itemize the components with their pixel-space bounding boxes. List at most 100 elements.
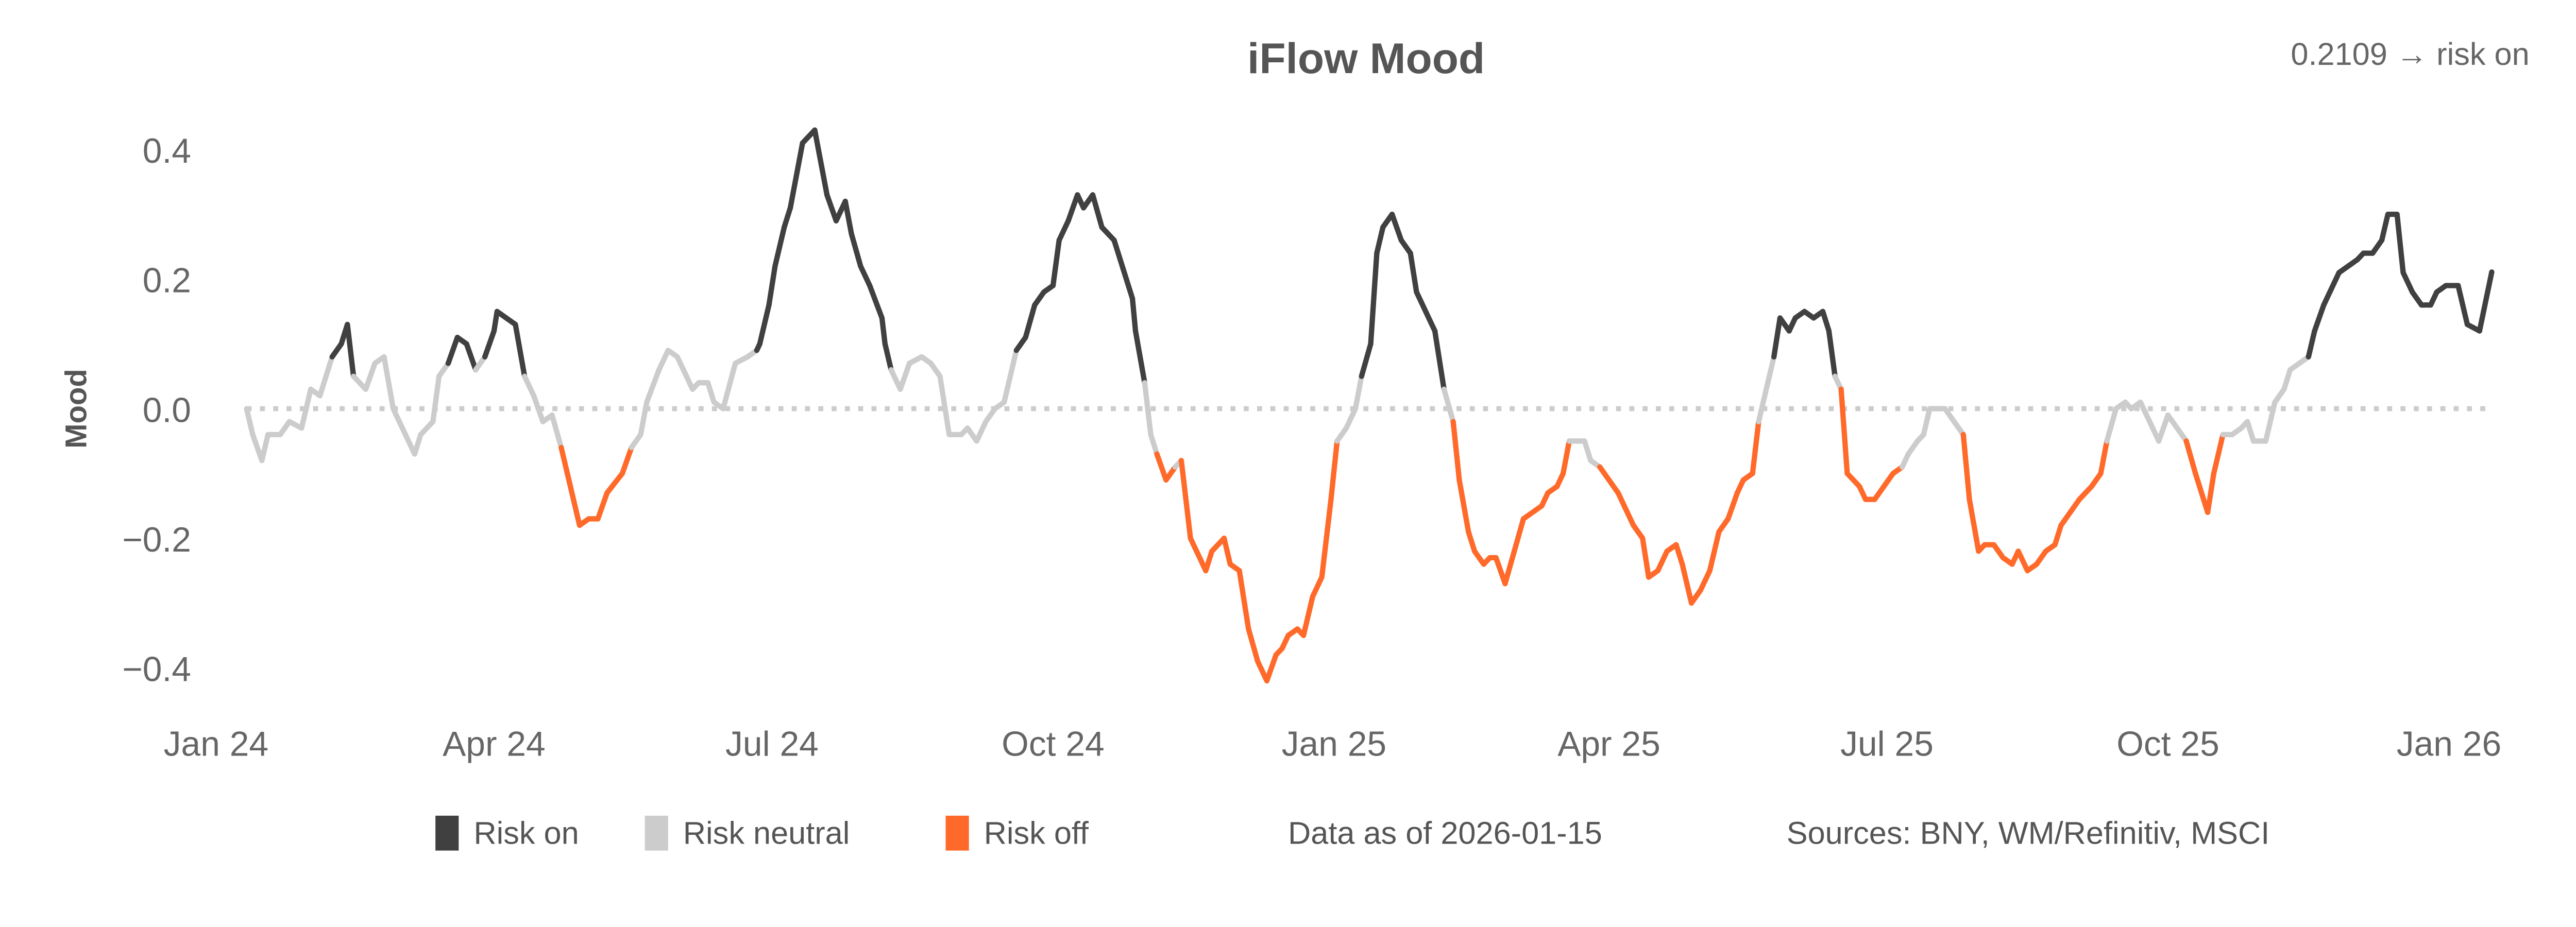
risk-on-segment <box>1423 308 1438 334</box>
risk-on-segment <box>2306 328 2317 360</box>
legend: Risk on Risk neutral Risk off Data as of… <box>435 816 2269 851</box>
risk-on-segment <box>1065 192 1080 224</box>
risk-on-segment <box>1408 250 1419 295</box>
x-tick-label: Oct 24 <box>1002 725 1105 764</box>
risk-neutral-segment <box>937 373 952 438</box>
risk-neutral-segment <box>644 367 662 405</box>
risk-off-segment <box>1673 542 1685 567</box>
risk-on-segment <box>787 173 800 211</box>
risk-on-segment <box>812 127 830 198</box>
risk-off-segment <box>1221 535 1233 567</box>
risk-on-segment <box>1090 192 1105 230</box>
risk-neutral-segment <box>1921 406 1933 438</box>
risk-neutral-segment <box>1765 354 1777 386</box>
legend-swatch-risk-off <box>945 815 969 851</box>
x-tick-label: Jan 24 <box>164 725 268 764</box>
risk-off-segment <box>604 471 625 496</box>
risk-off-segment <box>1236 568 1251 632</box>
risk-on-segment <box>849 231 863 269</box>
risk-on-segment <box>1056 218 1071 243</box>
risk-neutral-segment <box>2244 419 2257 444</box>
risk-neutral-segment <box>705 380 717 405</box>
risk-neutral-segment <box>412 432 423 457</box>
risk-neutral-segment <box>681 367 696 392</box>
risk-off-segment <box>1838 386 1850 476</box>
risk-neutral-segment <box>363 360 378 392</box>
risk-off-segment <box>1319 496 1334 580</box>
risk-on-segment <box>1432 328 1447 392</box>
risk-neutral-segment <box>531 393 546 424</box>
risk-on-segment <box>2379 211 2391 243</box>
risk-neutral-segment <box>522 373 537 399</box>
risk-off-segment <box>1328 438 1340 502</box>
risk-off-segment <box>1310 574 1325 599</box>
risk-neutral-segment <box>259 432 271 464</box>
risk-neutral-segment <box>1343 406 1359 431</box>
risk-off-segment <box>1680 561 1694 606</box>
risk-off-segment <box>1264 652 1279 684</box>
risk-on-segment <box>824 192 839 224</box>
risk-on-segment <box>2400 270 2415 295</box>
x-tick-label: Apr 25 <box>1557 725 1660 764</box>
risk-neutral-segment <box>720 360 738 411</box>
legend-swatch-risk-neutral <box>645 815 668 851</box>
y-tick-label: 0.2 <box>143 262 191 300</box>
risk-on-segment <box>1826 328 1838 379</box>
risk-on-segment <box>879 315 888 347</box>
risk-off-segment <box>558 444 573 489</box>
risk-off-segment <box>1844 471 1862 489</box>
x-tick-label: Jul 25 <box>1840 725 1934 764</box>
risk-on-segment <box>772 225 787 269</box>
risk-off-segment <box>1450 419 1462 483</box>
data-as-of-note: Data as of 2026-01-15 <box>1288 816 1602 851</box>
risk-off-segment <box>2052 522 2064 547</box>
risk-neutral-segment <box>2156 412 2171 444</box>
x-tick-label: Jan 26 <box>2397 725 2501 764</box>
risk-on-segment <box>445 334 460 366</box>
risk-neutral-segment <box>391 406 409 438</box>
risk-off-segment <box>1725 490 1740 522</box>
risk-off-segment <box>1967 496 1981 554</box>
risk-off-segment <box>1560 438 1572 476</box>
risk-neutral-segment <box>381 354 396 411</box>
risk-off-segment <box>595 490 610 522</box>
risk-on-segment <box>1359 341 1374 379</box>
risk-neutral-segment <box>1582 438 1594 464</box>
risk-on-segment <box>2477 269 2495 334</box>
risk-neutral-segment <box>897 360 912 392</box>
risk-neutral-segment <box>549 412 564 451</box>
risk-off-segment <box>619 444 634 476</box>
y-axis-ticks: 0.4 0.2 0.0 −0.2 −0.4 <box>122 132 191 689</box>
risk-off-segment <box>1203 548 1215 574</box>
risk-off-segment <box>1698 568 1713 593</box>
risk-on-segment <box>1374 225 1386 256</box>
risk-on-segment <box>793 140 805 178</box>
risk-off-segment <box>1707 529 1722 574</box>
risk-on-segment <box>1414 289 1429 314</box>
risk-on-segment <box>882 341 894 373</box>
risk-on-segment <box>482 328 497 360</box>
risk-off-segment <box>2211 432 2226 476</box>
y-tick-label: 0.0 <box>143 391 191 430</box>
x-tick-label: Apr 24 <box>443 725 546 764</box>
risk-off-segment <box>1502 548 1517 587</box>
sources-note: Sources: BNY, WM/Refinitiv, MSCI <box>1787 816 2270 851</box>
x-tick-label: Oct 25 <box>2116 725 2219 764</box>
latest-value-annotation: 0.2109 → risk on <box>2291 37 2529 72</box>
risk-on-segment <box>345 321 357 379</box>
risk-neutral-segment <box>2104 406 2119 444</box>
risk-off-segment <box>1621 503 1636 528</box>
risk-neutral-segment <box>430 373 442 424</box>
x-tick-label: Jan 25 <box>1282 725 1386 764</box>
risk-off-segment <box>1640 535 1652 580</box>
y-tick-label: −0.4 <box>122 650 191 689</box>
x-tick-label: Jul 24 <box>725 725 819 764</box>
risk-on-segment <box>2455 283 2470 328</box>
risk-on-segment <box>1117 257 1136 301</box>
risk-on-segment <box>491 308 500 334</box>
risk-on-segment <box>867 283 885 321</box>
risk-on-segment <box>464 341 479 373</box>
y-axis-label: Mood <box>60 369 93 449</box>
risk-neutral-segment <box>1148 432 1160 457</box>
risk-neutral-segment <box>1352 373 1364 411</box>
